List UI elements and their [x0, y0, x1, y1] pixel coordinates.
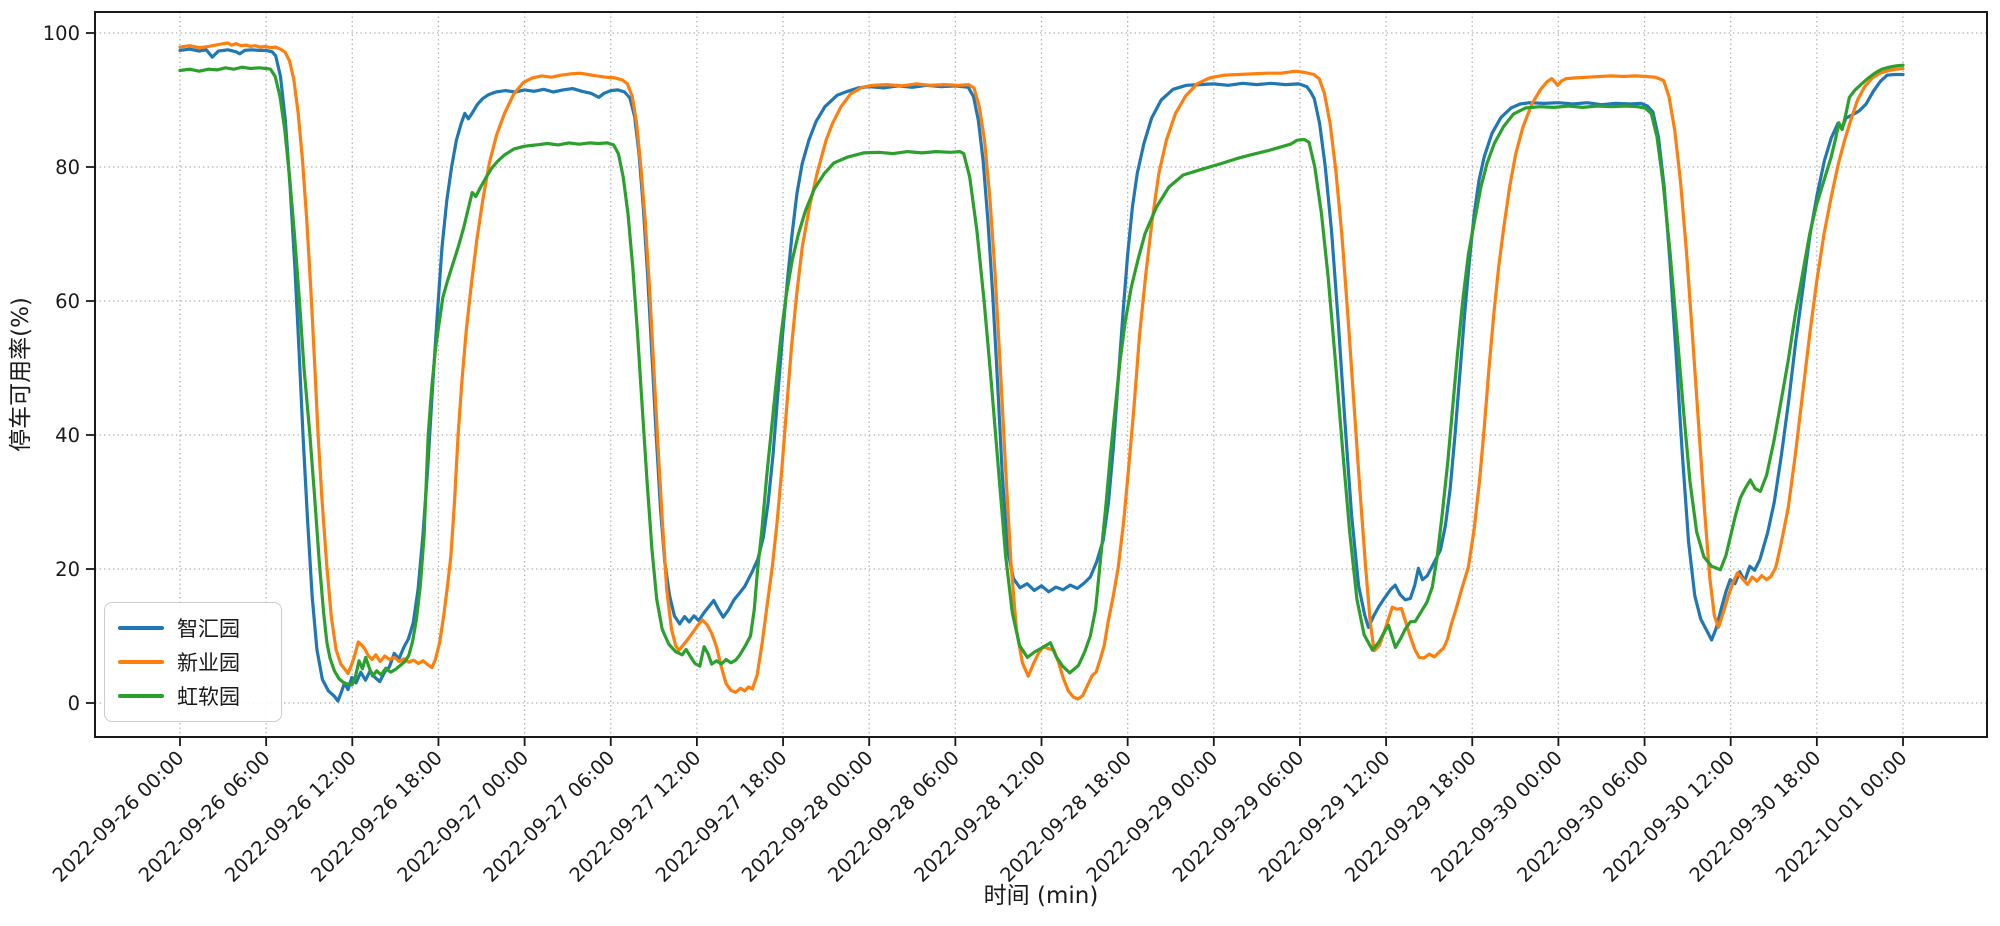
plot-border — [94, 11, 1988, 738]
series-lines — [178, 41, 1905, 703]
legend-label: 智汇园 — [177, 617, 240, 641]
y-tick-label: 80 — [55, 156, 80, 179]
legend-item: 虹软园 — [118, 681, 267, 711]
legend-label: 虹软园 — [177, 685, 240, 709]
x-axis-title: 时间 (min) — [984, 883, 1099, 909]
legend-line-swatch — [118, 694, 164, 698]
grid-lines — [95, 12, 1987, 737]
legend-item: 智汇园 — [118, 613, 267, 643]
y-tick-label: 40 — [55, 424, 80, 447]
y-tick-label: 0 — [68, 692, 80, 715]
y-tick-label: 20 — [55, 558, 80, 581]
series-line-2 — [178, 63, 1905, 687]
y-tick-label: 100 — [43, 22, 80, 45]
legend-line-swatch — [118, 626, 164, 630]
y-axis-title: 停车可用率(%) — [8, 297, 34, 452]
legend-label: 新业园 — [177, 651, 240, 675]
legend: 智汇园 新业园 虹软园 — [104, 602, 282, 722]
axes-spines-ticks — [86, 11, 1988, 746]
legend-item: 新业园 — [118, 647, 267, 677]
series-line-1 — [178, 41, 1905, 701]
y-tick-labels: 0 20 40 60 80 100 — [43, 22, 80, 715]
legend-line-swatch — [118, 660, 164, 664]
y-tick-label: 60 — [55, 290, 80, 313]
series-line-0 — [178, 47, 1905, 703]
